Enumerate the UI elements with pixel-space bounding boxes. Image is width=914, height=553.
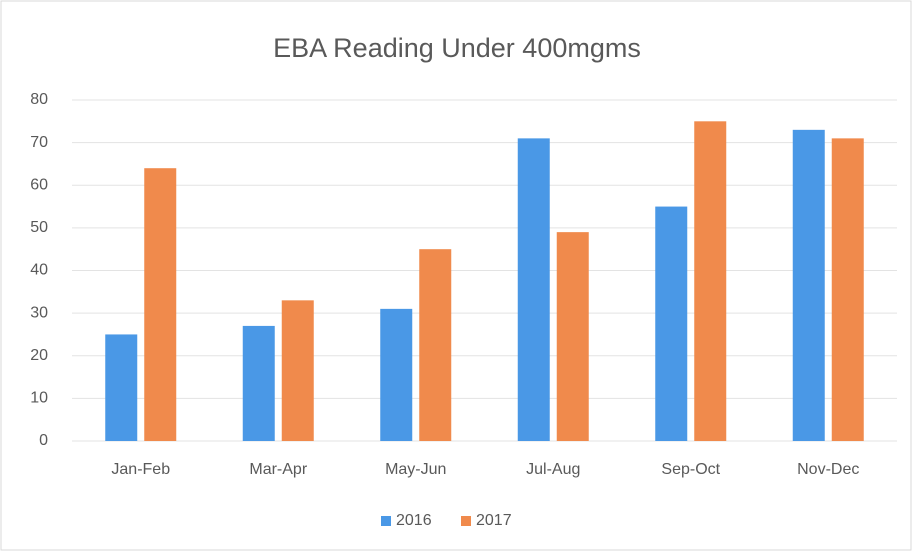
bar xyxy=(517,138,550,442)
y-tick-label: 50 xyxy=(30,219,48,236)
bar xyxy=(831,138,864,442)
y-tick-label: 80 xyxy=(30,91,48,108)
y-tick-label: 30 xyxy=(30,304,48,321)
y-tick-label: 60 xyxy=(30,176,48,193)
bar xyxy=(556,232,589,441)
x-tick-label: Nov-Dec xyxy=(797,461,859,478)
y-tick-label: 10 xyxy=(30,390,48,407)
y-tick-label: 20 xyxy=(30,347,48,364)
bar xyxy=(281,300,314,441)
bar xyxy=(144,168,177,441)
bar xyxy=(655,206,688,441)
x-tick-label: Jan-Feb xyxy=(111,461,170,478)
legend-label: 2017 xyxy=(476,512,512,529)
x-tick-label: Mar-Apr xyxy=(249,461,307,478)
chart-title: EBA Reading Under 400mgms xyxy=(273,33,641,63)
x-tick-label: Sep-Oct xyxy=(661,461,720,478)
bar xyxy=(105,334,138,441)
bar xyxy=(380,308,413,441)
x-tick-label: Jul-Aug xyxy=(526,461,580,478)
y-tick-label: 70 xyxy=(30,134,48,151)
bar xyxy=(792,129,825,441)
y-tick-label: 40 xyxy=(30,262,48,279)
bar xyxy=(242,325,275,441)
legend-swatch xyxy=(461,516,471,526)
legend-label: 2016 xyxy=(396,512,432,529)
bar xyxy=(694,121,727,441)
y-tick-label: 0 xyxy=(39,432,48,449)
bar xyxy=(419,249,452,441)
x-tick-label: May-Jun xyxy=(385,461,446,478)
legend-swatch xyxy=(381,516,391,526)
